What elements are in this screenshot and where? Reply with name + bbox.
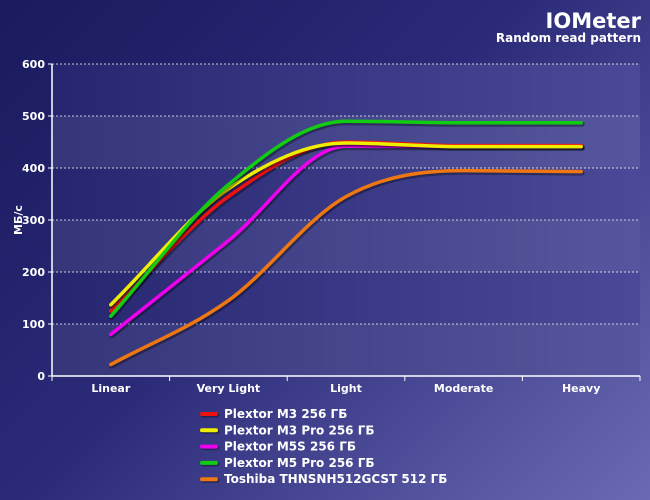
x-tick-label: Linear	[91, 382, 130, 395]
y-tick-label: 600	[22, 58, 45, 71]
legend-item: Plextor M3 Pro 256 ГБ	[200, 423, 375, 437]
x-tick-label: Heavy	[562, 382, 600, 395]
x-axis-ticks: Linear Very Light Light Moderate Heavy	[51, 376, 641, 395]
legend-label: Plextor M5 Pro 256 ГБ	[224, 456, 375, 470]
legend-label: Plextor M3 Pro 256 ГБ	[224, 423, 375, 437]
y-tick-label: 500	[22, 110, 45, 123]
legend-label: Plextor M5S 256 ГБ	[224, 440, 356, 454]
chart-subtitle: Random read pattern	[496, 31, 641, 45]
y-axis-ticks: 0 100 200 300 400 500 600	[22, 58, 52, 383]
y-tick-label: 300	[22, 214, 45, 227]
legend-label: Toshiba THNSNH512GCST 512 ГБ	[224, 472, 447, 486]
plot-band	[52, 324, 640, 376]
x-tick-label: Moderate	[434, 382, 493, 395]
y-axis-label: МБ/с	[12, 205, 25, 235]
legend: Plextor M3 256 ГБ Plextor M3 Pro 256 ГБ Pl…	[200, 407, 447, 486]
x-tick-label: Very Light	[197, 382, 261, 395]
chart-title: IOMeter	[546, 9, 642, 33]
plot-band	[52, 220, 640, 272]
legend-item: Plextor M5S 256 ГБ	[200, 440, 356, 454]
legend-item: Plextor M3 256 ГБ	[200, 407, 347, 421]
y-tick-label: 0	[37, 370, 45, 383]
legend-item: Plextor M5 Pro 256 ГБ	[200, 456, 375, 470]
series-line-5	[109, 168, 583, 367]
x-tick-label: Light	[330, 382, 362, 395]
legend-item: Toshiba THNSNH512GCST 512 ГБ	[200, 472, 447, 486]
series-lines	[109, 119, 585, 369]
y-tick-label: 200	[22, 266, 45, 279]
series-line-4	[109, 119, 583, 318]
legend-label: Plextor M3 256 ГБ	[224, 407, 347, 421]
y-tick-label: 100	[22, 318, 45, 331]
y-tick-label: 400	[22, 162, 45, 175]
